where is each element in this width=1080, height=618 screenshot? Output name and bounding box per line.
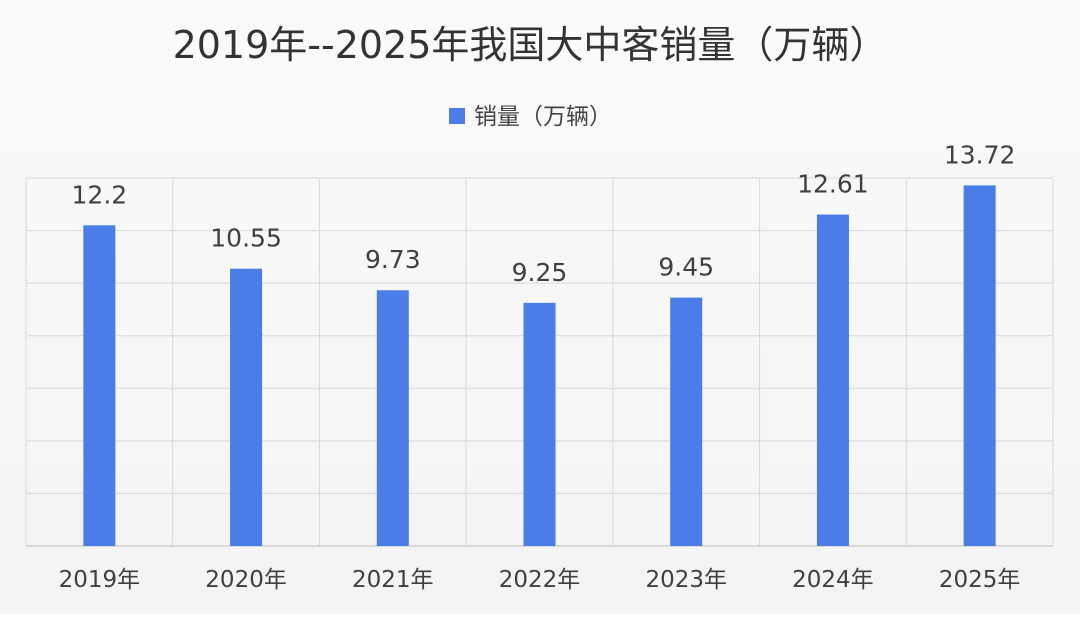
value-label: 9.73: [365, 245, 421, 274]
value-label: 9.45: [658, 253, 714, 282]
x-tick-label: 2022年: [499, 567, 581, 593]
chart-title: 2019年--2025年我国大中客销量（万辆）: [173, 23, 888, 67]
bar-2024年: [816, 214, 849, 546]
value-label: 13.72: [944, 140, 1016, 169]
bars: [83, 185, 996, 547]
x-tick-label: 2019年: [59, 567, 141, 593]
legend: 销量（万辆）: [449, 104, 612, 130]
bar-2019年: [83, 225, 116, 547]
value-labels: 12.2 10.55 9.73 9.25 9.45 12.61 13.72: [72, 140, 1016, 286]
value-label: 10.55: [210, 224, 282, 253]
value-label: 12.2: [72, 180, 128, 209]
value-label: 12.61: [797, 170, 869, 199]
x-tick-label: 2020年: [205, 567, 287, 593]
bar-2023年: [670, 297, 703, 546]
x-tick-label: 2023年: [645, 567, 727, 593]
x-tick-label: 2025年: [939, 567, 1021, 593]
bar-2022年: [523, 302, 556, 546]
legend-swatch: [449, 108, 465, 124]
x-tick-label: 2021年: [352, 567, 434, 593]
legend-label: 销量（万辆）: [474, 104, 612, 130]
x-tick-labels: 2019年 2020年 2021年 2022年 2023年 2024年 2025年: [59, 567, 1021, 593]
bar-2025年: [963, 185, 996, 547]
bar-2020年: [230, 268, 263, 546]
bar-2021年: [376, 290, 409, 546]
value-label: 9.25: [512, 258, 568, 287]
x-tick-label: 2024年: [792, 567, 874, 593]
